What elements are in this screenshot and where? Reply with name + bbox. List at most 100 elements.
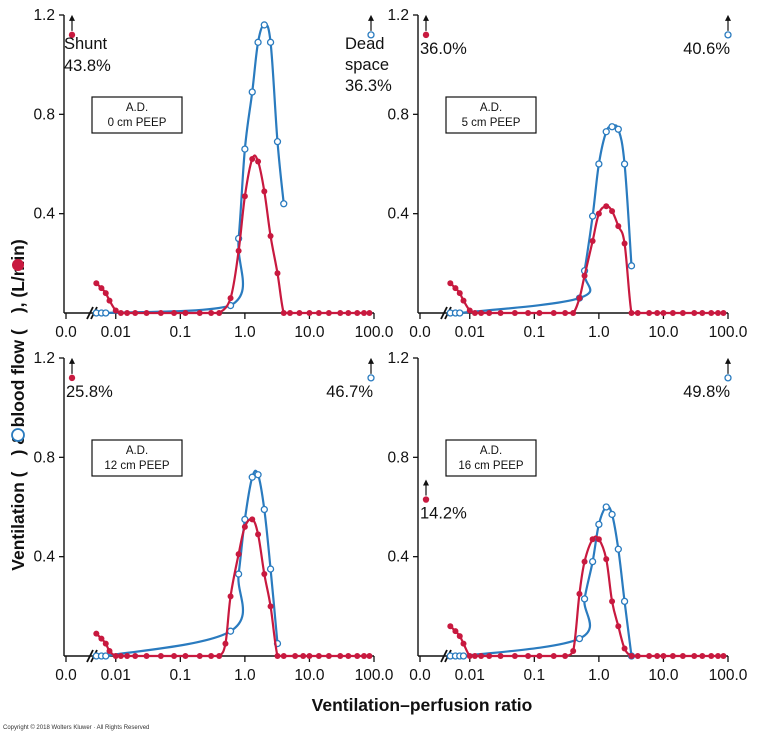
box-peep-label: 16 cm PEEP [458,460,524,472]
deadspace-arrow-head-icon [725,14,731,21]
ventilation-point [602,503,610,511]
deadspace-label-line1: Dead [345,35,384,53]
ventilation-point [254,38,262,46]
peep-label-box [91,96,183,134]
x-tick-label: 10.0 [648,324,679,341]
blood-flow-point [325,310,332,316]
blood-flow-point [143,310,150,316]
ventilation-point [254,471,262,479]
blood-flow-point [292,653,299,659]
blood-flow-point [132,653,139,659]
blood-flow-point [261,188,268,195]
blood-flow-point [595,210,602,217]
blood-flow-point [603,556,610,563]
y-tick-label: 0.8 [33,449,55,466]
blood-flow-point [562,310,569,316]
deadspace-value: 46.7% [326,383,373,401]
deadspace-value: 36.3% [345,77,392,95]
x-tick-label: 100.0 [355,667,394,684]
x-tick-label: 1.0 [588,324,610,341]
axis-break-mark [440,306,448,320]
box-peep-label: 12 cm PEEP [104,460,170,472]
axis-break-mark [440,649,448,663]
blood-flow-point [589,237,596,244]
blood-flow-point [691,310,698,316]
x-tick-label: 1.0 [588,667,610,684]
ventilation-point [102,652,110,660]
blood-flow-point [124,653,131,659]
ventilation-point [266,38,275,46]
shunt-value: 25.8% [66,383,113,401]
copyright-notice: Copyright © 2018 Wolters Kluwer · All Ri… [3,724,149,731]
panel-2: 0.4 0.8 1.2 0.0 0.01 0.1 1.0 10.0 100.0 A.D. 5 cm … [387,7,747,341]
blood-flow-point [714,653,721,659]
panel-3: 0.4 0.8 1.2 0.0 0.01 0.1 1.0 10.0 100.0 A.D. 12 cm… [33,350,393,684]
blood-flow-point [235,551,242,558]
blood-flow-point [287,310,294,316]
y-axis-label: Ventilation () & blood flow (), (L/min) [8,239,28,570]
ventilation-point [459,652,468,660]
blood-flow-point [300,653,307,659]
y-tick-label: 0.8 [387,449,409,466]
ventilation-point [627,262,636,270]
blood-flow-point [478,310,485,316]
blood-flow-line [95,154,370,315]
blood-flow-point [452,628,459,635]
deadspace-arrow-head-icon [725,357,731,364]
shunt-point [68,374,76,382]
blood-flow-point [280,653,287,659]
blood-flow-point [550,310,557,316]
blood-flow-point [360,653,367,659]
y-label-part-2: ) & blood flow ( [8,329,28,456]
x-tick-label: 100.0 [355,324,394,341]
blood-flow-point [235,247,242,254]
blood-flow-point [720,653,727,659]
ventilation-point [614,125,622,133]
blood-flow-point [98,635,105,642]
ventilation-point [248,473,256,481]
x-tick-label: 10.0 [648,667,679,684]
blood-flow-point [354,653,361,659]
blood-flow-point [102,640,109,647]
blood-flow-point [609,598,616,605]
blood-flow-point [345,653,352,659]
blood-flow-point [157,653,164,659]
blood-flow-point [241,193,248,200]
blood-flow-point [497,653,504,659]
blood-flow-point [460,297,467,304]
box-subject-label: A.D. [126,102,148,114]
blood-flow-point [646,653,653,659]
blood-flow-point [628,653,635,659]
blood-flow-point [143,653,150,659]
blood-flow-point [182,653,189,659]
blood-flow-point [315,310,322,316]
ventilation-line [450,505,633,658]
blood-flow-point [93,630,100,637]
peep-label-box [91,439,183,477]
ventilation-point [575,634,584,643]
axis-break-mark [86,306,94,320]
blood-flow-point [654,310,661,316]
blood-flow-point [227,593,234,600]
blood-flow-point [691,653,698,659]
ventilation-point [280,200,288,208]
blood-flow-point [447,280,454,287]
x-tick-label: 0.0 [409,324,431,341]
box-peep-label: 0 cm PEEP [108,117,167,129]
x-tick-label: 10.0 [294,324,325,341]
x-tick-label: 10.0 [294,667,325,684]
blood-flow-point [249,156,256,163]
blood-flow-point [249,516,256,523]
blood-flow-point [603,203,610,210]
blood-flow-point [325,653,332,659]
ventilation-point [234,570,243,578]
blood-flow-point [486,310,493,316]
x-tick-label: 0.1 [524,324,546,341]
blood-flow-point [621,240,628,247]
deadspace-value: 40.6% [683,40,730,58]
shunt-label: Shunt [64,35,108,53]
ventilation-point [595,160,603,168]
blood-flow-point [337,310,344,316]
panel-1: 0.4 0.8 1.2 0.0 0.01 0.1 1.0 10.0 100.0 A.D. 0 cm … [33,7,393,341]
blood-flow-point [354,310,361,316]
